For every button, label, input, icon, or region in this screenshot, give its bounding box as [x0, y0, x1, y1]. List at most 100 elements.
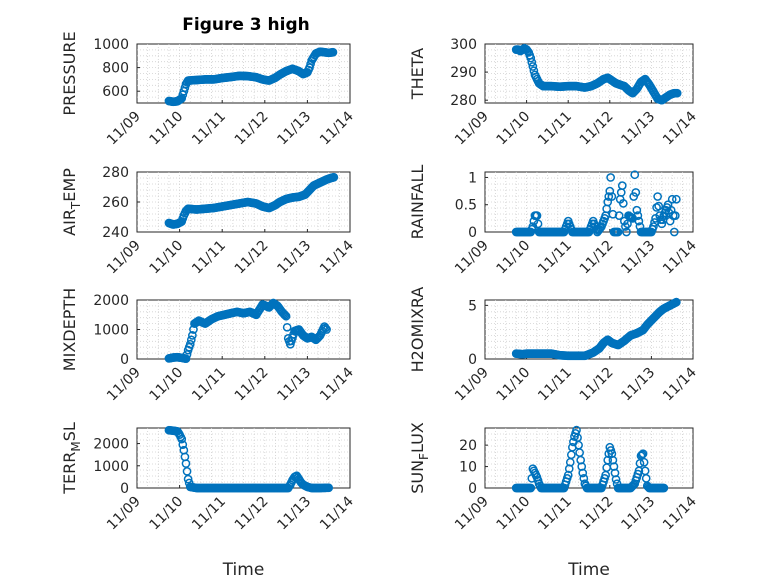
data-point [185, 339, 195, 349]
data-point [603, 197, 613, 207]
y-tick-label: 300 [450, 37, 477, 53]
x-tick-label: 11/12 [232, 109, 272, 149]
x-tick-label: 11/09 [452, 238, 492, 278]
y-axis-label: TERRMSL [60, 422, 83, 495]
x-tick-label: 11/11 [189, 238, 229, 278]
y-axis-label: MIXDEPTH [60, 288, 79, 371]
data-point [188, 331, 197, 340]
data-point [596, 223, 605, 233]
data-point [618, 199, 628, 208]
data-point [653, 192, 662, 201]
y-axis-label: AIRTEMP [60, 168, 83, 236]
subplot-pressure: 600 800 1000 11/09 11/10 11/11 11/12 11/13 11/14… [60, 31, 357, 148]
data-point [666, 205, 676, 215]
x-tick-label: 11/13 [274, 494, 314, 534]
x-tick-label: 11/10 [147, 494, 187, 534]
data-point [324, 483, 334, 493]
data-point [322, 325, 331, 334]
data-point [306, 59, 315, 69]
data-point [607, 192, 617, 201]
x-axis-label: Time [222, 560, 265, 580]
x-tick-label: 11/13 [274, 238, 314, 278]
x-tick-label: 11/14 [660, 493, 700, 533]
y-tick-label: 240 [102, 225, 129, 241]
x-tick-label: 11/14 [660, 108, 700, 148]
x-tick-label: 11/13 [618, 494, 658, 534]
x-tick-label: 11/14 [317, 364, 357, 404]
x-tick-label: 11/10 [147, 109, 187, 149]
series-markers [511, 425, 669, 493]
data-point [526, 53, 536, 63]
data-point [617, 181, 627, 190]
x-tick-label: 11/12 [577, 365, 617, 405]
data-point [623, 219, 632, 229]
series-markers [164, 47, 338, 107]
data-point [281, 311, 291, 321]
x-tick-label: 11/11 [189, 494, 229, 534]
subplot-sun_flux: 0 10 20 11/09 11/10 11/11 11/12 11/13 11/14 SUNFL… [408, 422, 700, 580]
x-tick-label: 11/12 [577, 494, 617, 534]
x-tick-label: 11/13 [618, 109, 658, 149]
data-point [282, 322, 292, 332]
y-tick-label: 0 [120, 481, 129, 497]
x-tick-label: 11/13 [618, 238, 658, 278]
data-point [180, 83, 190, 93]
y-tick-label: 2000 [93, 437, 129, 453]
data-point [622, 227, 631, 237]
x-tick-label: 11/12 [577, 109, 617, 149]
data-point [637, 450, 647, 460]
subplot-h2omixra: 0 5 11/09 11/10 11/11 11/12 11/13 11/14 H2OMIXRA [408, 287, 700, 405]
data-point [629, 480, 639, 490]
y-tick-label: 0 [120, 352, 129, 368]
y-tick-label: 1 [468, 170, 477, 186]
x-tick-label: 11/12 [577, 238, 617, 278]
data-point [632, 205, 642, 215]
subplot-mixdepth: 0 1000 2000 11/09 11/10 11/11 11/12 11/13 11/14 M… [60, 288, 357, 405]
data-point [328, 47, 338, 57]
y-axis-label: SUNFLUX [408, 422, 431, 494]
subplot-terr_msl: 0 1000 2000 11/09 11/10 11/11 11/12 11/13 11/14 T… [60, 422, 357, 580]
data-point [280, 310, 290, 320]
data-point [672, 88, 682, 98]
data-point [672, 194, 681, 204]
data-point [633, 211, 643, 220]
y-tick-label: 290 [450, 65, 477, 81]
subplot-air_temp: 240 260 280 11/09 11/10 11/11 11/12 11/13 11/14 A… [60, 165, 357, 277]
data-point [614, 211, 624, 220]
data-point [578, 468, 588, 478]
y-tick-label: 0 [468, 352, 477, 368]
data-point [186, 335, 196, 345]
x-tick-label: 11/14 [660, 364, 700, 404]
data-point [526, 483, 536, 493]
data-point [638, 449, 648, 459]
figure-title: Figure 3 high [182, 15, 310, 35]
x-tick-label: 11/10 [494, 365, 534, 405]
x-tick-label: 11/11 [189, 109, 229, 149]
data-point [523, 46, 532, 56]
y-tick-label: 800 [102, 61, 129, 77]
x-tick-label: 11/13 [618, 365, 658, 405]
x-tick-label: 11/09 [452, 365, 492, 405]
x-tick-label: 11/09 [104, 494, 144, 534]
data-point [672, 297, 681, 307]
y-tick-label: 2000 [93, 293, 129, 309]
series-markers [511, 297, 681, 361]
data-point [657, 219, 667, 229]
data-point [533, 219, 543, 229]
x-tick-label: 11/10 [494, 109, 534, 149]
data-point [629, 192, 639, 201]
series-markers [164, 298, 331, 364]
y-tick-label: 0 [468, 225, 477, 241]
series-markers [511, 170, 681, 237]
data-point [279, 309, 289, 319]
x-tick-label: 11/09 [104, 238, 144, 278]
x-tick-label: 11/09 [104, 365, 144, 405]
data-point [611, 475, 621, 484]
x-tick-label: 11/12 [232, 365, 272, 405]
y-tick-label: 600 [102, 84, 129, 100]
data-point [631, 188, 641, 197]
series-markers [164, 425, 334, 493]
data-point [527, 57, 537, 67]
x-tick-label: 11/11 [535, 365, 575, 405]
